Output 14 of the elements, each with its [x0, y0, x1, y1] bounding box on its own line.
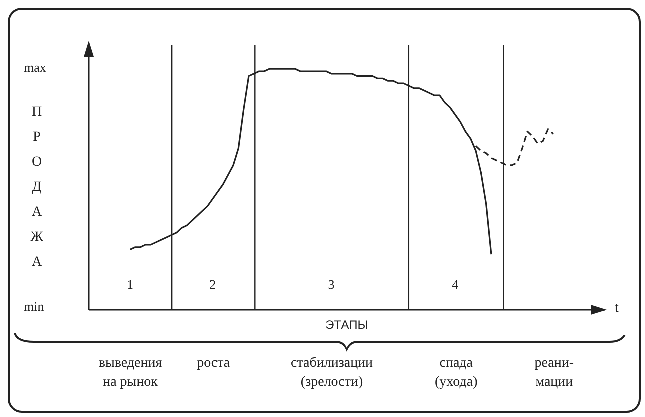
text: t — [615, 301, 619, 317]
x-tick-label: 2 — [210, 277, 216, 292]
y-axis-title: ПРОДАЖА — [30, 104, 44, 272]
text: спада (ухода) — [434, 355, 479, 392]
x-axis-title: ЭТАПЫ — [324, 318, 370, 332]
x-tick-label: 1 — [127, 277, 134, 292]
text: max — [24, 60, 46, 76]
text: выведения на рынок — [98, 355, 164, 392]
text: стабилизации (зрелости) — [290, 355, 374, 392]
text: реани- мации — [534, 355, 576, 392]
x-tick-label: 3 — [328, 277, 335, 292]
x-tick-label: 4 — [452, 277, 460, 292]
text: роста — [197, 356, 230, 371]
text: min — [24, 299, 44, 315]
